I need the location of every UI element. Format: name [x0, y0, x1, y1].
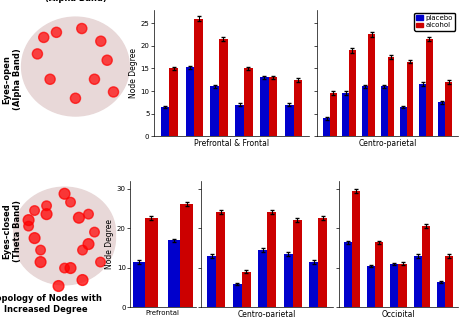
- Circle shape: [53, 281, 64, 291]
- Bar: [399, 264, 407, 307]
- Bar: [390, 264, 399, 307]
- Bar: [437, 282, 445, 307]
- Bar: [269, 77, 277, 136]
- Circle shape: [96, 36, 106, 46]
- Circle shape: [42, 201, 51, 210]
- Circle shape: [51, 27, 62, 37]
- Circle shape: [35, 257, 46, 268]
- Circle shape: [90, 227, 99, 237]
- Bar: [260, 77, 269, 136]
- Bar: [413, 256, 422, 307]
- Bar: [161, 107, 169, 136]
- X-axis label: Centro-parietal: Centro-parietal: [238, 310, 296, 317]
- Circle shape: [108, 87, 119, 97]
- Bar: [438, 102, 445, 136]
- Bar: [258, 250, 267, 307]
- Bar: [181, 204, 193, 307]
- Bar: [445, 82, 452, 136]
- Circle shape: [70, 93, 81, 103]
- Circle shape: [77, 275, 88, 285]
- Bar: [285, 105, 294, 136]
- Bar: [210, 87, 219, 136]
- Circle shape: [59, 188, 70, 199]
- Circle shape: [78, 245, 88, 255]
- Circle shape: [102, 55, 112, 65]
- Bar: [349, 50, 356, 136]
- Bar: [242, 272, 250, 307]
- Bar: [293, 220, 301, 307]
- Bar: [422, 226, 430, 307]
- Circle shape: [60, 263, 69, 273]
- Bar: [207, 256, 216, 307]
- Bar: [400, 107, 407, 136]
- Circle shape: [29, 233, 40, 243]
- Circle shape: [96, 257, 105, 267]
- Bar: [309, 262, 318, 307]
- Circle shape: [89, 74, 100, 84]
- Bar: [419, 84, 426, 136]
- Bar: [362, 87, 369, 136]
- Bar: [375, 242, 383, 307]
- Bar: [388, 57, 394, 136]
- Bar: [294, 80, 302, 136]
- X-axis label: Centro-parietal: Centro-parietal: [358, 139, 417, 148]
- Bar: [318, 218, 327, 307]
- Legend: placebo, alcohol: placebo, alcohol: [414, 13, 455, 30]
- Bar: [186, 68, 194, 136]
- X-axis label: Prefrontal & Frontal: Prefrontal & Frontal: [194, 139, 269, 148]
- Circle shape: [32, 49, 43, 59]
- Ellipse shape: [13, 191, 115, 285]
- Bar: [445, 256, 453, 307]
- Bar: [216, 212, 225, 307]
- Bar: [407, 61, 413, 136]
- Circle shape: [24, 221, 33, 231]
- Ellipse shape: [13, 187, 115, 277]
- Bar: [344, 242, 352, 307]
- Text: Topology of Nodes with
Increased Degree: Topology of Nodes with Increased Degree: [0, 294, 102, 314]
- Bar: [284, 254, 293, 307]
- Circle shape: [77, 23, 87, 34]
- Circle shape: [45, 74, 55, 84]
- Bar: [381, 87, 388, 136]
- Bar: [367, 266, 375, 307]
- Circle shape: [66, 197, 75, 207]
- Bar: [330, 93, 337, 136]
- Text: Eyes-open
(Alpha Band): Eyes-open (Alpha Band): [2, 49, 22, 110]
- Text: Eyes-closed
(Theta Band): Eyes-closed (Theta Band): [2, 200, 22, 262]
- Bar: [244, 68, 253, 136]
- Bar: [133, 262, 145, 307]
- Bar: [342, 93, 349, 136]
- Circle shape: [23, 215, 34, 225]
- Bar: [194, 19, 203, 136]
- Circle shape: [84, 209, 94, 219]
- X-axis label: Prefrontal
& Frontal: Prefrontal & Frontal: [146, 310, 180, 317]
- Bar: [233, 284, 242, 307]
- Bar: [267, 212, 276, 307]
- Circle shape: [39, 32, 49, 42]
- Bar: [169, 68, 178, 136]
- Circle shape: [30, 206, 39, 215]
- Bar: [235, 105, 244, 136]
- Circle shape: [65, 263, 76, 274]
- Circle shape: [36, 245, 45, 255]
- Y-axis label: Node Degree: Node Degree: [129, 48, 138, 98]
- Bar: [352, 191, 360, 307]
- Bar: [145, 218, 157, 307]
- Circle shape: [74, 212, 84, 223]
- Bar: [168, 240, 181, 307]
- Bar: [323, 118, 330, 136]
- Title: Eyes-open
(Alpha Band): Eyes-open (Alpha Band): [44, 0, 106, 3]
- Bar: [369, 35, 375, 136]
- Circle shape: [83, 239, 94, 249]
- Ellipse shape: [22, 17, 129, 116]
- Y-axis label: Node Degree: Node Degree: [105, 219, 114, 269]
- X-axis label: Occipital: Occipital: [382, 310, 415, 317]
- Circle shape: [41, 209, 52, 220]
- Bar: [219, 39, 228, 136]
- Bar: [426, 39, 433, 136]
